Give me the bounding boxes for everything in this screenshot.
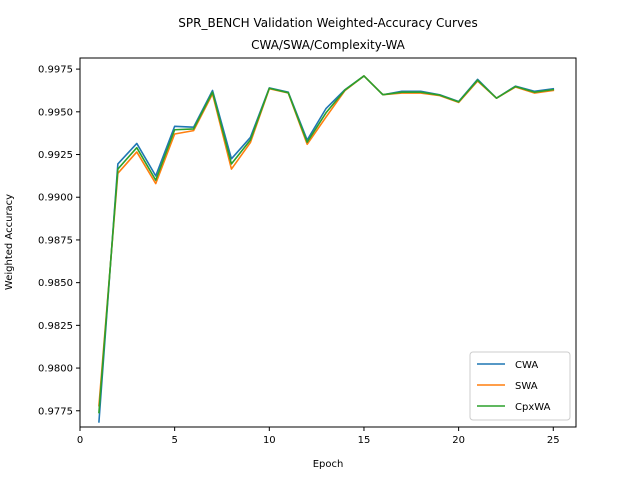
- x-tick-label: 15: [358, 435, 371, 446]
- x-axis-label: Epoch: [313, 459, 344, 470]
- y-tick-label: 0.9850: [38, 278, 73, 289]
- legend-label-cwa: CWA: [515, 360, 538, 371]
- y-tick-label: 0.9975: [38, 65, 73, 76]
- y-tick-label: 0.9825: [38, 321, 73, 332]
- plot-area-frame: [79, 57, 577, 428]
- chart-title: SPR_BENCH Validation Weighted-Accuracy C…: [178, 16, 477, 30]
- y-tick-label: 0.9900: [38, 193, 73, 204]
- legend: CWA SWA CpxWA: [469, 351, 571, 421]
- x-axis: 0 5 10 15 20 25: [77, 427, 560, 446]
- chart-subtitle: CWA/SWA/Complexity-WA: [251, 38, 406, 52]
- y-axis: 0.9775 0.9800 0.9825 0.9850 0.9875 0.9900 0.99…: [38, 65, 80, 417]
- legend-label-swa: SWA: [515, 381, 538, 392]
- legend-box: [469, 351, 571, 421]
- y-tick-label: 0.9875: [38, 235, 73, 246]
- legend-label-cpxwa: CpxWA: [515, 402, 551, 413]
- x-tick-label: 10: [263, 435, 276, 446]
- x-tick-label: 25: [547, 435, 560, 446]
- series-line-cpxwa: [98, 75, 555, 414]
- y-tick-label: 0.9925: [38, 150, 73, 161]
- y-axis-label: Weighted Accuracy: [4, 194, 15, 290]
- series-line-cwa: [98, 75, 555, 423]
- y-tick-label: 0.9800: [38, 364, 73, 375]
- x-tick-label: 20: [452, 435, 465, 446]
- x-tick-label: 0: [77, 435, 83, 446]
- plot-lines: [98, 75, 555, 423]
- y-tick-label: 0.9775: [38, 406, 73, 417]
- y-tick-label: 0.9950: [38, 107, 73, 118]
- x-tick-label: 5: [171, 435, 177, 446]
